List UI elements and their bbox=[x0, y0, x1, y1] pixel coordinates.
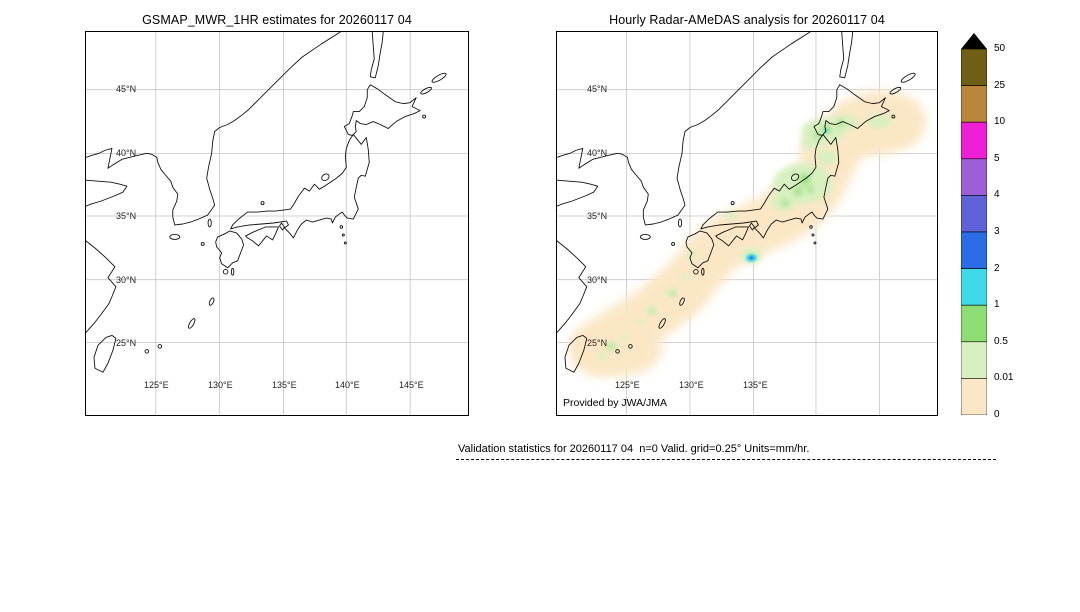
colorbar-tick: 1 bbox=[994, 299, 1000, 311]
colorbar-tick: 2 bbox=[994, 262, 1000, 274]
colorbar-tick: 25 bbox=[994, 79, 1006, 91]
lat-label: 45°N bbox=[116, 84, 137, 94]
colorbar-tick: 10 bbox=[994, 116, 1006, 128]
lat-label: 25°N bbox=[116, 338, 137, 348]
caption-dashed-rule bbox=[456, 459, 996, 460]
lat-label: 35°N bbox=[587, 211, 608, 221]
data-credit: Provided by JWA/JMA bbox=[563, 397, 668, 409]
lon-label: 125°E bbox=[144, 380, 169, 390]
lat-label: 30°N bbox=[116, 275, 137, 285]
colorbar-scale bbox=[961, 49, 987, 415]
gsmap-map-canvas bbox=[86, 32, 468, 415]
lat-label: 30°N bbox=[587, 275, 608, 285]
lat-label: 40°N bbox=[587, 148, 608, 158]
map-panel-radar-amedas: 45°N 40°N 35°N 30°N 25°N 125°E 130°E 135… bbox=[556, 31, 938, 416]
lon-label: 130°E bbox=[208, 380, 233, 390]
lat-label: 35°N bbox=[116, 211, 137, 221]
rain-cell-blue bbox=[749, 256, 754, 260]
right-panel-title: Hourly Radar-AMeDAS analysis for 2026011… bbox=[609, 13, 885, 27]
colorbar-tick: 3 bbox=[994, 226, 1000, 237]
radar-map-canvas bbox=[557, 32, 937, 415]
colorbar-tick: 5 bbox=[994, 152, 1000, 164]
lat-label: 40°N bbox=[116, 148, 137, 158]
left-panel-title: GSMAP_MWR_1HR estimates for 20260117 04 bbox=[142, 13, 412, 27]
colorbar-tick: 0 bbox=[994, 409, 1000, 420]
lon-label: 135°E bbox=[272, 380, 297, 390]
colorbar: 50 25 10 5 4 3 2 1 0.5 0.01 0 bbox=[961, 33, 1036, 428]
validation-caption: Validation statistics for 20260117 04 n=… bbox=[458, 443, 810, 455]
map-panel-gsmap: 45°N 40°N 35°N 30°N 25°N 125°E 130°E 135… bbox=[85, 31, 469, 416]
grid-lines bbox=[86, 32, 468, 415]
lat-label: 25°N bbox=[587, 338, 608, 348]
lon-label: 145°E bbox=[399, 380, 424, 390]
lon-label: 140°E bbox=[335, 380, 360, 390]
colorbar-overflow-arrow bbox=[961, 33, 987, 49]
lat-label: 45°N bbox=[587, 84, 608, 94]
coastlines bbox=[86, 32, 448, 373]
lon-label: 130°E bbox=[679, 380, 704, 390]
lon-label: 135°E bbox=[743, 380, 768, 390]
lon-label: 125°E bbox=[615, 380, 640, 390]
colorbar-tick: 50 bbox=[994, 43, 1006, 54]
colorbar-tick: 0.01 bbox=[994, 372, 1014, 384]
colorbar-tick: 4 bbox=[994, 189, 1000, 201]
colorbar-tick: 0.5 bbox=[994, 335, 1008, 347]
